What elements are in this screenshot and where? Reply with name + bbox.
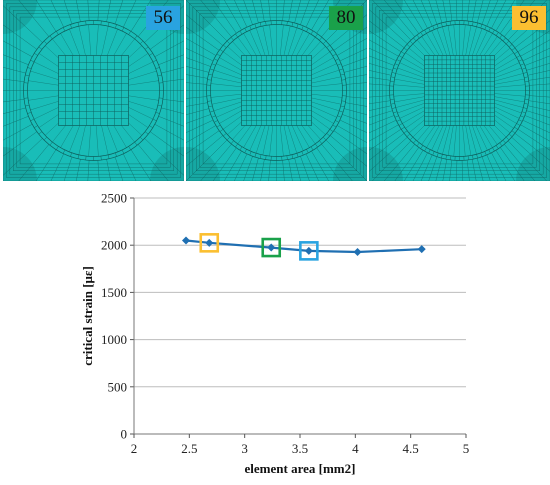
highlight-box: [261, 237, 282, 258]
mesh-panel-96: 96: [369, 0, 550, 181]
y-tick-label: 1500: [101, 285, 127, 300]
mesh-image: [3, 0, 184, 181]
highlight-box: [299, 241, 319, 261]
y-tick-label: 1000: [101, 332, 127, 347]
data-point: [353, 247, 362, 256]
highlight-box: [199, 233, 220, 253]
y-tick-label: 500: [108, 379, 128, 394]
x-tick-label: 3.5: [292, 441, 308, 456]
mesh-panel-56: 56: [3, 0, 184, 181]
mesh-panel-80: 80: [186, 0, 367, 181]
data-point: [205, 238, 214, 247]
element-count-badge: 80: [329, 6, 363, 30]
y-tick-label: 2000: [101, 238, 127, 253]
data-point: [267, 243, 276, 252]
data-point: [304, 246, 313, 255]
data-point: [417, 245, 426, 254]
x-tick-label: 2.5: [181, 441, 197, 456]
x-tick-label: 3: [241, 441, 248, 456]
mesh-image: [186, 0, 367, 181]
x-axis-label: element area [mm2]: [245, 461, 356, 476]
series-line: [185, 239, 422, 254]
y-axis-label: critical strain [με]: [80, 266, 95, 366]
strain-chart: 0 500 1000 1500 2000 2500 2 2.5 3 3.5 4 4.5 5 element…: [80, 191, 470, 477]
element-count-badge: 96: [512, 6, 546, 30]
y-tick-label: 2500: [101, 191, 127, 206]
data-point: [182, 236, 191, 245]
x-tick-label: 2: [131, 441, 138, 456]
x-tick-label: 5: [463, 441, 470, 456]
element-count-badge: 56: [146, 6, 180, 30]
y-tick-label: 0: [121, 427, 128, 442]
x-tick-label: 4: [352, 441, 359, 456]
x-tick-label: 4.5: [403, 441, 419, 456]
